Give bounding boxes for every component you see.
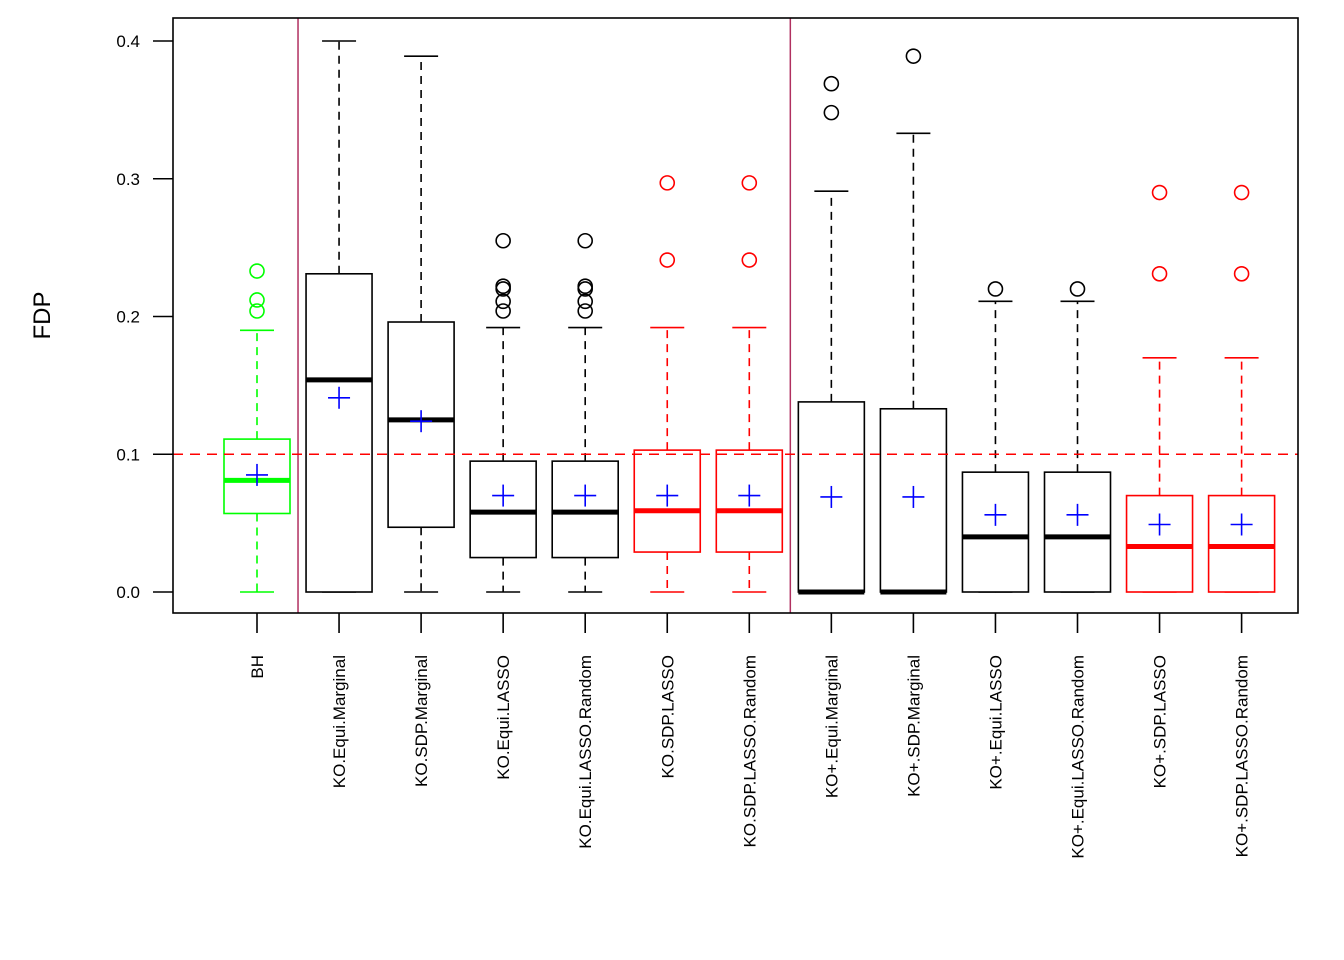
outlier-point [495, 232, 511, 249]
iqr-box [305, 272, 373, 593]
x-tick-label: KO.Equi.LASSO [494, 655, 513, 780]
x-tick-label: KO+.SDP.Marginal [904, 655, 923, 797]
iqr-box [551, 460, 620, 559]
x-tick-label: KO+.SDP.LASSO.Random [1233, 655, 1252, 857]
outlier-point [741, 252, 758, 268]
mean-marker-plus-icon [410, 410, 433, 433]
y-tick-label: 0.4 [116, 32, 140, 51]
mean-marker-plus-icon [1066, 503, 1089, 526]
outlier-point [1151, 265, 1168, 282]
y-tick-label: 0.2 [116, 308, 140, 327]
x-tick-label: KO+.Equi.Marginal [822, 655, 841, 798]
outlier-point [1233, 265, 1250, 282]
outlier-point [1233, 184, 1250, 201]
box-ko-sdp-marginal [879, 48, 948, 595]
mean-marker-plus-icon [738, 484, 761, 507]
outlier-point [741, 175, 758, 191]
box-ko-sdp-lasso [633, 175, 702, 593]
box-ko-sdp-lasso-random [1207, 184, 1276, 593]
mean-marker-plus-icon [656, 484, 679, 507]
box-ko-equi-lasso [469, 232, 537, 593]
iqr-box [1125, 494, 1194, 593]
x-tick-label: KO.Equi.LASSO.Random [576, 655, 595, 849]
y-tick-label: 0.1 [116, 445, 140, 464]
x-tick-label: KO+.Equi.LASSO [986, 655, 1005, 790]
box-ko-sdp-lasso [1125, 184, 1194, 593]
outlier-point [577, 232, 594, 249]
mean-marker-plus-icon [984, 503, 1007, 526]
outlier-point [1069, 281, 1086, 297]
box-ko-equi-marginal [305, 40, 373, 593]
box-ko-sdp-marginal [387, 55, 455, 593]
outlier-point [495, 278, 511, 294]
y-tick-label: 0.0 [116, 583, 140, 602]
x-tick-label: KO+.Equi.LASSO.Random [1069, 655, 1088, 859]
outlier-point [495, 293, 511, 310]
box-ko-equi-lasso [961, 281, 1030, 593]
mean-marker-plus-icon [1148, 513, 1171, 536]
outlier-point [577, 303, 594, 319]
axes: 0.0 0.1 0.2 0.3 0.4 BH KO.Equi.Marginal KO.SDP.… [116, 17, 1299, 859]
outlier-point [577, 278, 594, 294]
outlier-point [659, 252, 676, 268]
iqr-box [1043, 471, 1112, 593]
mean-marker-plus-icon [820, 485, 843, 508]
x-tick-label: KO.SDP.LASSO.Random [740, 655, 759, 847]
outlier-point [495, 303, 511, 319]
x-tick-label: KO.Equi.Marginal [330, 655, 349, 788]
plot-area [173, 18, 1298, 613]
mean-marker-plus-icon [574, 484, 597, 507]
outlier-point [823, 104, 840, 121]
outlier-point [249, 263, 265, 279]
box-ko-sdp-lasso-random [715, 175, 784, 593]
outlier-point [249, 303, 265, 319]
outlier-point [823, 75, 840, 92]
x-tick-label: BH [248, 655, 267, 679]
outlier-point [577, 293, 594, 310]
mean-marker-plus-icon [328, 386, 351, 409]
mean-marker-plus-icon [492, 484, 515, 507]
y-tick-label: 0.3 [116, 170, 140, 189]
box-bh [223, 263, 291, 593]
iqr-box [469, 460, 537, 559]
box-ko-equi-marginal [797, 75, 866, 595]
box-ko-equi-lasso-random [551, 232, 620, 593]
outlier-point [249, 292, 265, 308]
mean-marker-plus-icon [246, 463, 268, 486]
outlier-point [1151, 184, 1168, 201]
y-axis-label: FDP [29, 292, 56, 340]
outlier-point [987, 281, 1004, 297]
x-tick-label: KO.SDP.LASSO [658, 655, 677, 778]
outlier-point [905, 48, 922, 64]
mean-marker-plus-icon [1230, 513, 1253, 536]
x-tick-label: KO+.SDP.LASSO [1151, 655, 1170, 788]
mean-marker-plus-icon [902, 485, 925, 508]
box-ko-equi-lasso-random [1043, 281, 1112, 593]
plot-frame [172, 17, 1299, 614]
iqr-box [961, 471, 1030, 593]
iqr-box [1207, 494, 1276, 593]
outlier-point [659, 175, 676, 191]
x-tick-label: KO.SDP.Marginal [412, 655, 431, 787]
